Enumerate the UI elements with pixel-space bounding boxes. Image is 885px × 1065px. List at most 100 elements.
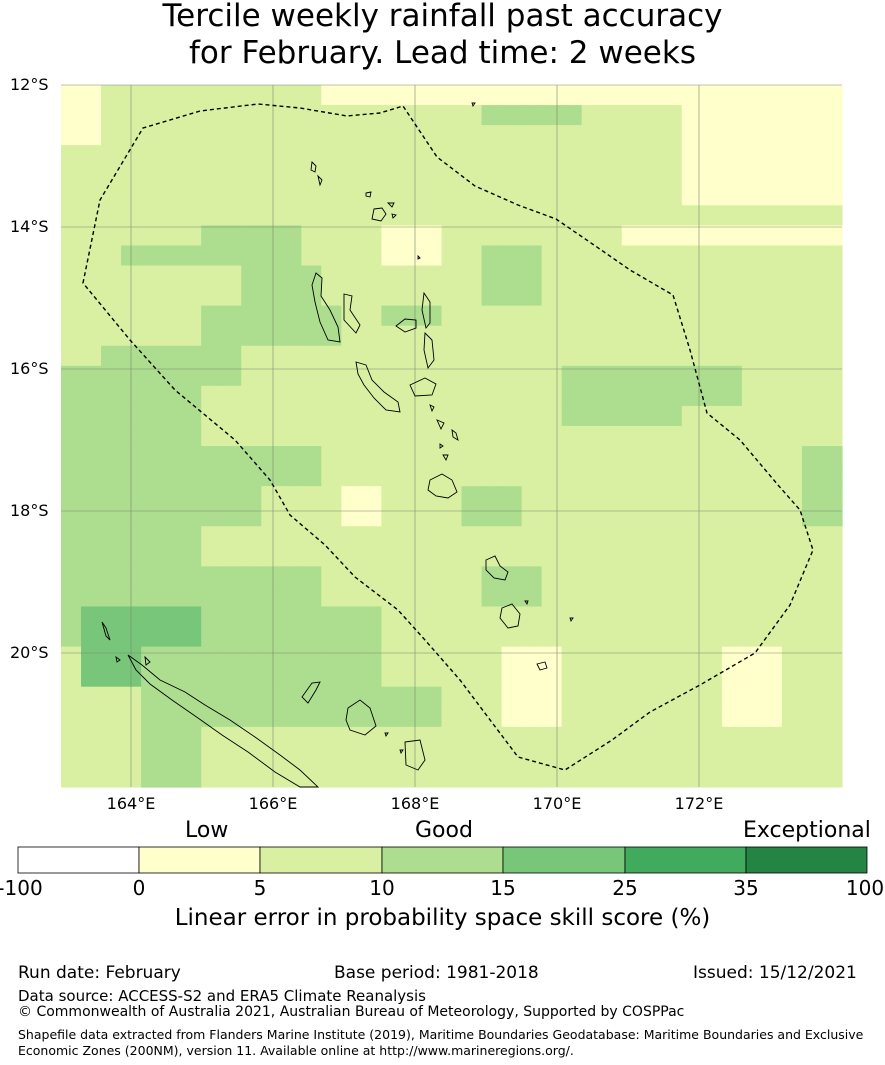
grid-cell (61, 746, 82, 768)
grid-cell (561, 486, 583, 507)
grid-cell (781, 646, 803, 668)
grid-cell (581, 245, 603, 267)
grid-cell (581, 145, 603, 166)
grid-cell (801, 606, 823, 628)
grid-cell (761, 726, 783, 748)
grid-cell (161, 105, 182, 126)
grid-cell (581, 526, 603, 547)
grid-cell (181, 185, 202, 206)
grid-cell (801, 105, 823, 126)
grid-cell (781, 285, 803, 307)
island-tanna (499, 603, 521, 629)
grid-cell (161, 486, 182, 507)
grid-cell (161, 125, 182, 146)
grid-cell (781, 365, 803, 387)
grid-cell (141, 385, 162, 407)
grid-cell (201, 646, 222, 668)
grid-cell (61, 626, 82, 648)
grid-cell (241, 265, 262, 287)
grid-cell (141, 325, 162, 347)
grid-cell (641, 185, 663, 206)
grid-cell (301, 566, 322, 588)
grid-cell (401, 385, 423, 407)
grid-cell (321, 185, 342, 206)
grid-cell (61, 145, 82, 166)
grid-cell (161, 646, 182, 668)
grid-cell (641, 746, 663, 768)
grid-cell (461, 365, 483, 387)
grid-cell (201, 225, 222, 247)
grid-cell (261, 365, 282, 387)
grid-cell (521, 666, 543, 688)
grid-cell (621, 405, 643, 427)
grid-cell (101, 345, 122, 367)
colorbar-tick: 35 (733, 876, 759, 900)
colorbar-tick: 15 (490, 876, 516, 900)
grid-cell (181, 506, 202, 527)
grid-cell (101, 245, 122, 267)
grid-cell (241, 466, 262, 487)
grid-cell (361, 626, 383, 648)
grid-cell (101, 325, 122, 347)
grid-cell (101, 586, 122, 608)
grid-cell (441, 606, 463, 628)
grid-cell (561, 345, 583, 367)
grid-cell (301, 766, 322, 788)
grid-cell (241, 626, 262, 648)
grid-cell (761, 646, 783, 668)
grid-cell (201, 145, 222, 166)
grid-cell (361, 225, 383, 247)
grid-cell (281, 325, 302, 347)
grid-cell (821, 325, 843, 347)
grid-cell (381, 385, 403, 407)
grid-cell (121, 185, 142, 206)
grid-cell (701, 626, 723, 648)
grid-cell (701, 105, 723, 126)
grid-cell (581, 626, 603, 648)
grid-cell (301, 185, 322, 206)
grid-cell (201, 606, 222, 628)
grid-cell (481, 145, 503, 166)
grid-cell (741, 145, 763, 166)
grid-cell (281, 165, 302, 186)
grid-cell (101, 225, 122, 247)
grid-cell (381, 486, 403, 507)
grid-cell (341, 546, 362, 567)
grid-cell (401, 405, 423, 427)
grid-cell (481, 285, 503, 307)
grid-cell (81, 686, 102, 708)
grid-cell (401, 245, 423, 267)
grid-cell (361, 105, 383, 126)
grid-cell (641, 125, 663, 146)
grid-cell (281, 746, 302, 768)
grid-cell (621, 285, 643, 307)
grid-cell (501, 706, 523, 728)
grid-cell (121, 706, 142, 728)
grid-cell (121, 325, 142, 347)
grid-cell (221, 265, 242, 287)
grid-cell (801, 285, 823, 307)
grid-cell (81, 586, 102, 608)
grid-cell (681, 646, 703, 668)
grid-cell (181, 486, 202, 507)
island-pentecost (423, 331, 435, 370)
grid-cell (161, 165, 182, 186)
grid-cell (521, 446, 543, 467)
grid-cell (521, 385, 543, 407)
grid-cell (521, 205, 543, 226)
grid-cell (741, 425, 763, 447)
grid-cell (321, 466, 342, 487)
grid-cell (501, 285, 523, 307)
grid-cell (381, 205, 403, 226)
grid-cell (261, 105, 282, 126)
grid-cell (201, 566, 222, 588)
grid-cell (281, 205, 302, 226)
grid-cell (81, 746, 102, 768)
grid-cell (61, 325, 82, 347)
grid-cell (721, 746, 743, 768)
grid-cell (441, 305, 463, 327)
grid-cell (541, 566, 563, 588)
grid-cell (81, 526, 102, 547)
grid-cell (321, 85, 342, 106)
grid-cell (101, 385, 122, 407)
